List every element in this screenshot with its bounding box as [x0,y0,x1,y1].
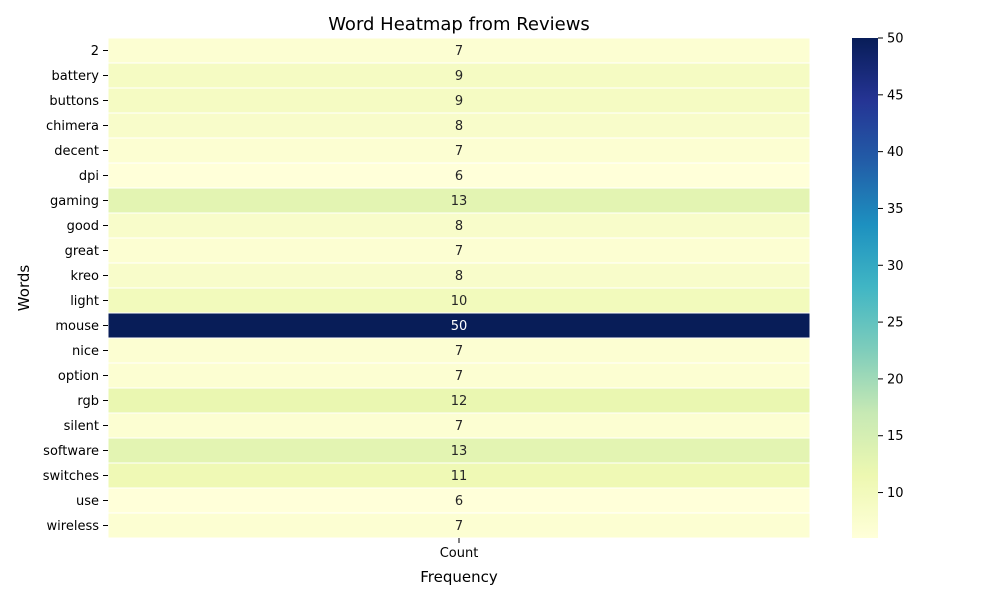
cell-value-label: 8 [455,269,463,284]
colorbar-tick-label: 45 [887,88,904,103]
y-tick-label: buttons [49,94,99,109]
y-tick-label: rgb [77,394,99,409]
cell-value-label: 7 [455,344,463,359]
y-tick-label: switches [43,469,99,484]
colorbar-tick-label: 40 [887,145,904,160]
y-tick-label: great [65,244,99,259]
cell-value-label: 8 [455,219,463,234]
cell-value-label: 7 [455,519,463,534]
y-tick-label: light [70,294,99,309]
cell-value-label: 50 [451,319,468,334]
colorbar-tick-label: 10 [887,486,904,501]
cell-value-label: 13 [451,194,468,209]
heatmap-cell [107,362,811,389]
heatmap-cell [107,262,811,289]
y-tick-label: silent [64,419,99,434]
cell-value-label: 8 [455,119,463,134]
y-tick-label: software [43,444,99,459]
cell-value-label: 11 [451,469,468,484]
heatmap-cell [107,62,811,89]
y-tick-label: 2 [91,44,99,59]
heatmap-cell [107,487,811,514]
y-tick-label: gaming [50,194,99,209]
cell-value-label: 6 [455,169,463,184]
colorbar-tick-label: 25 [887,316,904,331]
y-tick-label: nice [72,344,99,359]
heatmap-cell [107,287,811,314]
heatmap-cell [107,37,811,64]
y-tick-label: option [58,369,99,384]
heatmap-cell [107,312,811,339]
cell-value-label: 9 [455,69,463,84]
colorbar-tick-label: 15 [887,429,904,444]
heatmap-cells: 7 9 9 8 7 6 13 8 7 8 10 50 7 7 12 7 13 11 6 7 [107,37,811,539]
colorbar-tick-label: 35 [887,202,904,217]
cell-value-label: 10 [451,294,468,309]
cell-value-label: 7 [455,244,463,259]
cell-value-label: 12 [451,394,468,409]
y-tick-label: good [67,219,99,234]
colorbar: 10 15 20 25 30 35 40 45 50 [852,32,904,538]
x-tick-label: Count [440,546,479,561]
chart-title: Word Heatmap from Reviews [328,14,590,35]
y-tick-label: chimera [46,119,99,134]
cell-value-label: 6 [455,494,463,509]
colorbar-tick-label: 30 [887,259,904,274]
colorbar-tick-label: 50 [887,32,904,47]
cell-value-label: 9 [455,94,463,109]
heatmap-cell [107,87,811,114]
cell-value-label: 7 [455,44,463,59]
y-tick-label: dpi [79,169,99,184]
y-tick-label: decent [54,144,99,159]
y-tick-label: mouse [55,319,99,334]
colorbar-gradient [852,38,878,538]
x-axis-label: Frequency [420,568,498,586]
heatmap-cell [107,512,811,539]
heatmap-cell [107,112,811,139]
y-tick-label: battery [52,69,100,84]
y-tick-label: kreo [70,269,99,284]
cell-value-label: 7 [455,144,463,159]
y-axis-label: Words [15,265,33,312]
cell-value-label: 7 [455,419,463,434]
cell-value-label: 13 [451,444,468,459]
y-tick-label: use [76,494,99,509]
colorbar-tick-label: 20 [887,372,904,387]
column-labels: Count [440,538,479,561]
y-tick-label: wireless [47,519,100,534]
cell-value-label: 7 [455,369,463,384]
row-labels: 2 battery buttons chimera decent dpi gaming goo… [43,44,108,534]
